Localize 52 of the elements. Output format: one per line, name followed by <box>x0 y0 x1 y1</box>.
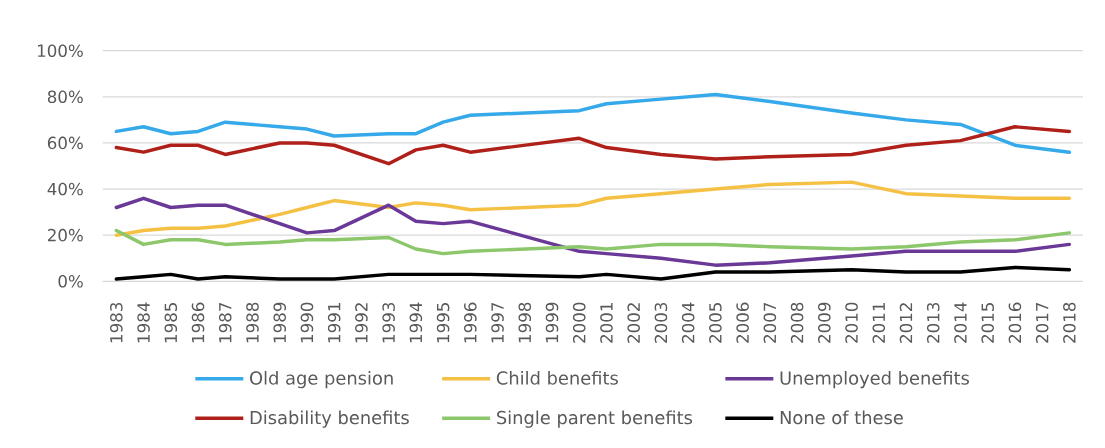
x-tick-label: 2008 <box>790 302 804 343</box>
legend-label: Unemployed benefits <box>780 370 969 389</box>
x-tick-label: 2010 <box>845 302 858 343</box>
x-tick-label: 1995 <box>436 303 450 343</box>
x-tick-label: 2017 <box>1035 302 1049 343</box>
x-tick-label: 1997 <box>491 302 504 343</box>
x-tick-label: 2001 <box>600 303 613 343</box>
x-tick-label: 1999 <box>545 302 559 343</box>
x-tick-label: 1988 <box>246 302 259 343</box>
x-tick-label: 2006 <box>736 302 749 343</box>
y-tick-label: 40% <box>47 182 83 196</box>
x-tick-label: 1994 <box>409 302 423 343</box>
line-series <box>114 125 1072 166</box>
x-tick-label: 2016 <box>1008 302 1022 343</box>
x-tick-label: 2014 <box>954 302 967 343</box>
x-tick-label: 2002 <box>627 303 640 343</box>
x-tick-label: 2009 <box>818 302 831 343</box>
x-tick-label: 2003 <box>654 302 668 343</box>
x-tick-label: 2007 <box>763 302 777 343</box>
x-tick-label: 1985 <box>164 303 178 343</box>
x-tick-label: 2013 <box>926 302 940 343</box>
x-tick-label: 2005 <box>709 303 722 343</box>
x-tick-label: 1987 <box>218 302 232 343</box>
x-tick-label: 1996 <box>464 302 477 343</box>
x-tick-label: 1990 <box>300 302 314 343</box>
y-tick-label: 60% <box>47 136 83 150</box>
x-tick-label: 2015 <box>981 303 994 343</box>
x-tick-label: 1986 <box>191 302 205 343</box>
x-tick-label: 1991 <box>327 303 341 343</box>
legend-label: Disability benefits <box>250 410 409 428</box>
x-tick-label: 1989 <box>273 302 287 343</box>
x-tick-label: 1983 <box>110 302 123 343</box>
legend-label: Child benefits <box>496 370 618 385</box>
line-series <box>114 228 1072 256</box>
legend-label: Single parent benefits <box>497 410 693 428</box>
x-tick-label: 2000 <box>572 302 586 343</box>
x-tick-label: 2011 <box>872 303 886 343</box>
legend-label: None of these <box>780 410 903 425</box>
x-tick-label: 1992 <box>355 303 368 343</box>
x-tick-label: 1998 <box>518 302 532 343</box>
line-series <box>114 180 1072 237</box>
x-tick-label: 2012 <box>899 303 913 343</box>
x-tick-label: 2018 <box>1063 302 1076 343</box>
legend-label: Old age pension <box>250 370 393 389</box>
x-tick-label: 2004 <box>681 302 695 343</box>
x-tick-label: 1993 <box>382 302 395 343</box>
x-tick-label: 1984 <box>137 302 150 343</box>
y-tick-label: 0% <box>58 274 83 288</box>
y-tick-label: 20% <box>47 228 83 242</box>
line-series <box>114 92 1072 154</box>
y-tick-label: 100% <box>37 44 83 57</box>
y-tick-label: 80% <box>47 90 83 104</box>
